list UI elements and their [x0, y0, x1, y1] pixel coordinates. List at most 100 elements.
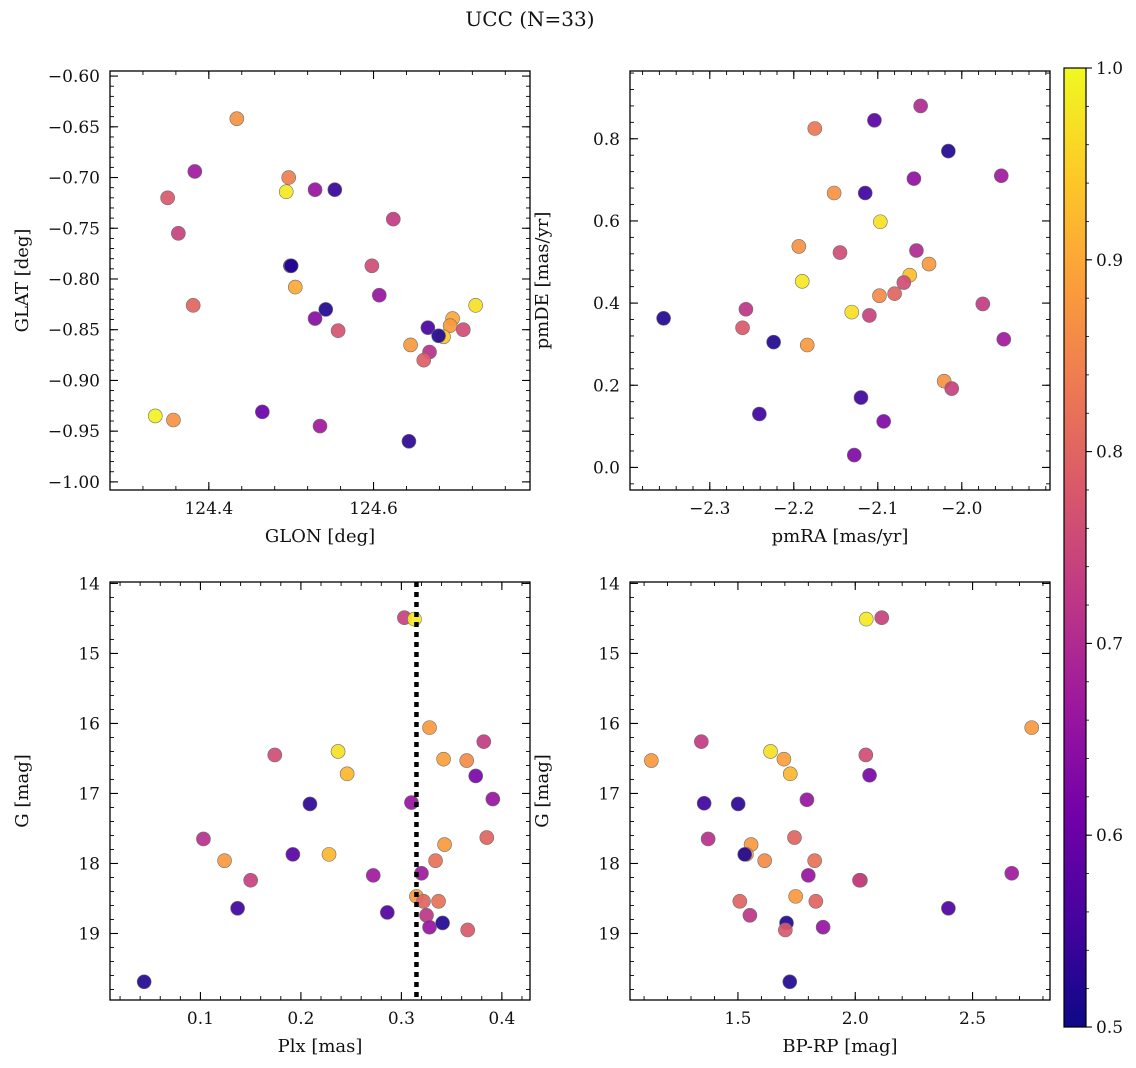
y-tick-label: 18 [78, 854, 100, 874]
data-point [468, 768, 484, 784]
data-point [906, 171, 922, 186]
data-point [435, 915, 450, 931]
plot-frame [629, 70, 1051, 491]
data-point [422, 919, 437, 935]
data-point [807, 121, 823, 136]
data-point [460, 922, 476, 938]
colorbar-tick-label: 1.0 [1096, 59, 1123, 79]
y-tick-label: 0.0 [593, 458, 620, 478]
data-point [887, 286, 902, 301]
plot-frame [109, 581, 531, 1001]
data-point [436, 751, 451, 767]
data-point [807, 853, 822, 868]
data-point [815, 919, 831, 935]
colorbar-gradient [1063, 67, 1087, 1028]
data-point [339, 766, 355, 782]
x-tick-label: 0.3 [388, 1009, 415, 1029]
data-point [782, 974, 798, 990]
data-point [230, 900, 245, 916]
data-point [243, 872, 258, 888]
data-point [422, 720, 437, 735]
data-point [285, 847, 301, 862]
data-point [217, 853, 232, 868]
colorbar: 0.5 0.6 0.7 0.8 0.9 1.0 [1063, 59, 1123, 1038]
y-tick-label: 0.2 [593, 376, 620, 396]
x-axis-label: Plx [mas] [278, 1036, 363, 1057]
data-point [766, 334, 781, 350]
data-point [696, 795, 712, 811]
data-point [147, 408, 163, 424]
data-point [229, 111, 245, 126]
data-point [858, 747, 874, 763]
y-tick-label: 16 [598, 714, 620, 734]
y-tick-label: 15 [598, 644, 620, 664]
data-point [852, 872, 867, 888]
x-tick-label: 0.1 [187, 1009, 214, 1029]
data-point [832, 245, 848, 260]
data-point [742, 907, 758, 923]
panel-glat-vs-glon: 124.4 124.6 −1.00 −0.95 −0.90 −0.85 −0.80 −0.75… [12, 67, 531, 547]
y-axis-label: G [mag] [532, 754, 553, 827]
data-point [752, 406, 767, 422]
data-point [283, 258, 299, 274]
data-point [873, 214, 888, 230]
data-point [862, 767, 877, 783]
y-tick-label: 16 [78, 714, 100, 734]
data-point [735, 320, 750, 336]
data-point [166, 412, 181, 428]
data-point [941, 143, 956, 159]
x-tick-label: 124.6 [349, 499, 398, 519]
data-point [872, 288, 887, 303]
x-tick-label: 2.5 [959, 1009, 986, 1029]
data-point [416, 352, 432, 368]
data-point [318, 302, 334, 317]
x-tick-label: −2.0 [941, 499, 982, 519]
data-point [1024, 720, 1039, 735]
data-point [763, 744, 778, 759]
data-point [267, 747, 283, 763]
y-tick-label: 14 [78, 574, 100, 594]
data-point [776, 751, 792, 767]
data-point [364, 258, 380, 274]
data-point [420, 320, 436, 335]
scatter-points [147, 111, 483, 449]
x-tick-label: −2.2 [773, 499, 814, 519]
data-point [171, 226, 186, 241]
data-point [874, 610, 890, 626]
colorbar-tick-label: 0.8 [1096, 443, 1123, 463]
figure-title: UCC (N=33) [465, 7, 594, 31]
data-point [187, 164, 203, 179]
data-point [876, 414, 891, 429]
data-point [941, 900, 956, 916]
data-point [787, 830, 802, 845]
colorbar-tick-label: 0.6 [1096, 826, 1123, 846]
y-tick-label: 19 [598, 924, 620, 944]
data-point [437, 837, 452, 852]
y-tick-label: −0.75 [48, 219, 100, 239]
data-point [700, 831, 716, 847]
y-tick-label: 19 [78, 924, 100, 944]
y-tick-label: 15 [78, 644, 100, 664]
data-point [371, 287, 387, 303]
colorbar-tick-label: 0.9 [1096, 251, 1123, 271]
y-axis-label: G [mag] [12, 754, 33, 827]
data-point [867, 112, 882, 128]
x-axis-label: GLON [deg] [265, 526, 375, 547]
data-point [327, 182, 343, 197]
data-point [185, 298, 201, 313]
data-point [431, 328, 446, 344]
data-point [365, 868, 381, 883]
y-tick-label: −0.70 [48, 169, 100, 189]
data-point [791, 239, 807, 254]
data-point [255, 404, 270, 420]
data-point [913, 98, 928, 114]
data-point [459, 753, 474, 768]
y-tick-label: −0.80 [48, 270, 100, 290]
y-tick-label: 17 [598, 784, 620, 804]
data-point [853, 390, 869, 405]
data-point [380, 905, 395, 920]
data-point [857, 185, 873, 201]
data-point [287, 279, 303, 295]
data-point [862, 308, 877, 323]
data-point [307, 182, 323, 197]
